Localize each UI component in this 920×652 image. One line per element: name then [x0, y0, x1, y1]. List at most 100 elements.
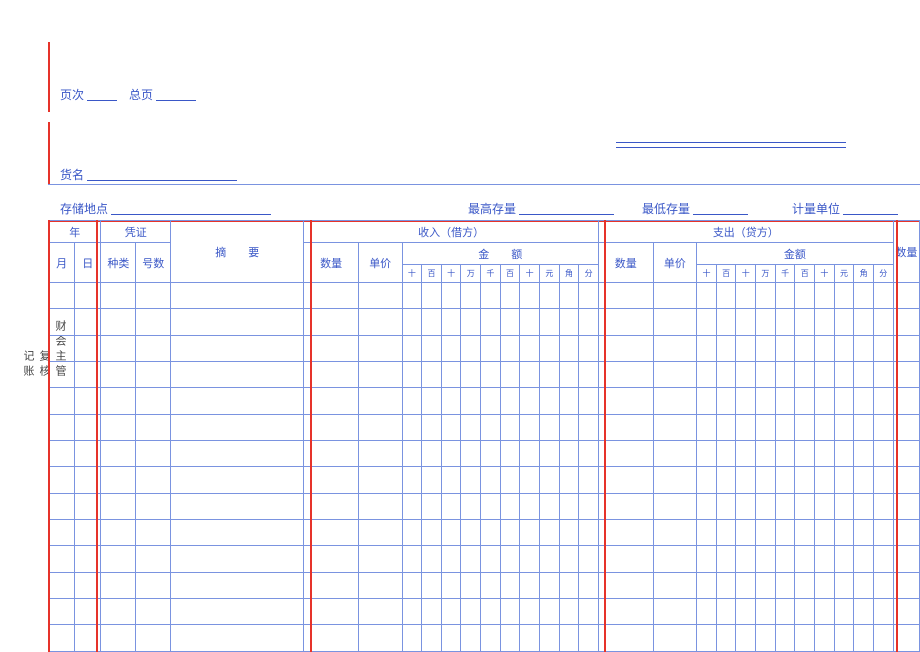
- cell[interactable]: [834, 441, 854, 467]
- cell[interactable]: [795, 572, 815, 598]
- cell[interactable]: [540, 599, 560, 625]
- cell[interactable]: [540, 520, 560, 546]
- cell[interactable]: [873, 572, 893, 598]
- cell[interactable]: [795, 309, 815, 335]
- cell[interactable]: [402, 335, 422, 361]
- cell[interactable]: [422, 388, 442, 414]
- cell[interactable]: [481, 335, 501, 361]
- cell[interactable]: [834, 520, 854, 546]
- cell[interactable]: [461, 362, 481, 388]
- cell[interactable]: [716, 414, 736, 440]
- cell[interactable]: [775, 625, 795, 652]
- cell[interactable]: [736, 414, 756, 440]
- cell[interactable]: [441, 441, 461, 467]
- cell[interactable]: [873, 493, 893, 519]
- cell[interactable]: [136, 546, 171, 572]
- cell[interactable]: [358, 441, 402, 467]
- cell[interactable]: [171, 362, 304, 388]
- cell[interactable]: [697, 599, 717, 625]
- cell[interactable]: [171, 467, 304, 493]
- cell[interactable]: [834, 572, 854, 598]
- cell[interactable]: [716, 309, 736, 335]
- cell[interactable]: [697, 625, 717, 652]
- cell[interactable]: [500, 572, 520, 598]
- cell[interactable]: [775, 441, 795, 467]
- cell[interactable]: [171, 283, 304, 309]
- cell[interactable]: [815, 599, 835, 625]
- cell[interactable]: [49, 441, 75, 467]
- cell[interactable]: [598, 493, 653, 519]
- cell[interactable]: [579, 414, 599, 440]
- cell[interactable]: [358, 309, 402, 335]
- cell[interactable]: [815, 414, 835, 440]
- cell[interactable]: [815, 520, 835, 546]
- cell[interactable]: [873, 467, 893, 493]
- cell[interactable]: [653, 441, 697, 467]
- cell[interactable]: [854, 335, 874, 361]
- cell[interactable]: [481, 283, 501, 309]
- cell[interactable]: [358, 335, 402, 361]
- cell[interactable]: [520, 572, 540, 598]
- cell[interactable]: [559, 493, 579, 519]
- cell[interactable]: [441, 599, 461, 625]
- cell[interactable]: [559, 572, 579, 598]
- cell[interactable]: [422, 599, 442, 625]
- cell[interactable]: [101, 335, 136, 361]
- cell[interactable]: [756, 414, 776, 440]
- cell[interactable]: [653, 414, 697, 440]
- cell[interactable]: [441, 520, 461, 546]
- cell[interactable]: [579, 520, 599, 546]
- cell[interactable]: [136, 362, 171, 388]
- cell[interactable]: [579, 467, 599, 493]
- cell[interactable]: [422, 520, 442, 546]
- cell[interactable]: [795, 362, 815, 388]
- cell[interactable]: [540, 414, 560, 440]
- cell[interactable]: [520, 414, 540, 440]
- cell[interactable]: [736, 283, 756, 309]
- cell[interactable]: [49, 309, 75, 335]
- cell[interactable]: [171, 572, 304, 598]
- cell[interactable]: [775, 493, 795, 519]
- cell[interactable]: [402, 599, 422, 625]
- cell[interactable]: [358, 572, 402, 598]
- cell[interactable]: [716, 572, 736, 598]
- cell[interactable]: [756, 546, 776, 572]
- cell[interactable]: [795, 520, 815, 546]
- cell[interactable]: [481, 414, 501, 440]
- cell[interactable]: [854, 520, 874, 546]
- cell[interactable]: [461, 546, 481, 572]
- cell[interactable]: [441, 335, 461, 361]
- cell[interactable]: [697, 388, 717, 414]
- cell[interactable]: [795, 283, 815, 309]
- cell[interactable]: [736, 441, 756, 467]
- cell[interactable]: [697, 309, 717, 335]
- cell[interactable]: [598, 388, 653, 414]
- cell[interactable]: [171, 546, 304, 572]
- cell[interactable]: [598, 625, 653, 652]
- cell[interactable]: [171, 625, 304, 652]
- cell[interactable]: [795, 388, 815, 414]
- cell[interactable]: [598, 335, 653, 361]
- cell[interactable]: [873, 520, 893, 546]
- cell[interactable]: [834, 388, 854, 414]
- max-stock-blank[interactable]: [519, 203, 614, 215]
- cell[interactable]: [697, 546, 717, 572]
- cell[interactable]: [756, 467, 776, 493]
- cell[interactable]: [358, 546, 402, 572]
- cell[interactable]: [540, 572, 560, 598]
- cell[interactable]: [598, 467, 653, 493]
- cell[interactable]: [736, 599, 756, 625]
- cell[interactable]: [171, 335, 304, 361]
- cell[interactable]: [402, 572, 422, 598]
- cell[interactable]: [500, 467, 520, 493]
- cell[interactable]: [854, 599, 874, 625]
- cell[interactable]: [500, 625, 520, 652]
- cell[interactable]: [756, 599, 776, 625]
- cell[interactable]: [653, 546, 697, 572]
- cell[interactable]: [716, 441, 736, 467]
- cell[interactable]: [815, 283, 835, 309]
- cell[interactable]: [598, 309, 653, 335]
- cell[interactable]: [716, 599, 736, 625]
- cell[interactable]: [873, 283, 893, 309]
- cell[interactable]: [101, 572, 136, 598]
